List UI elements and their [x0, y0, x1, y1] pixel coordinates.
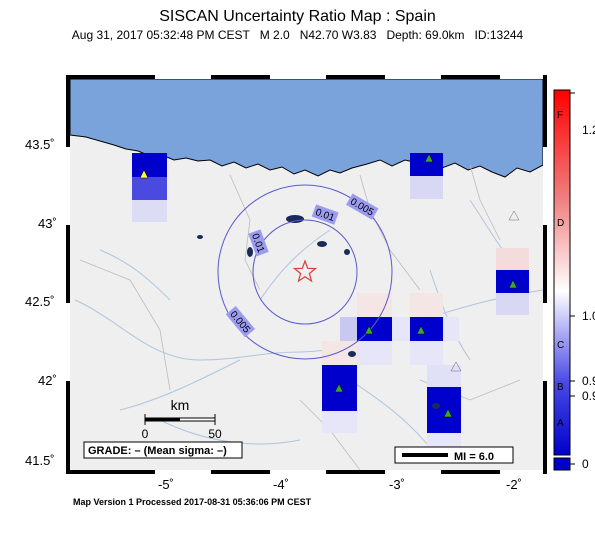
grid-cell [410, 153, 443, 176]
grade-box [83, 441, 243, 459]
event-depth: Depth: 69.0km [386, 28, 465, 42]
grid-cell [340, 317, 357, 341]
colorbar-letter: C [557, 340, 565, 351]
colorbar [553, 89, 571, 456]
station-marker [424, 153, 434, 163]
grid-cell [357, 341, 392, 365]
contours [217, 184, 393, 360]
grid-cell [322, 411, 357, 433]
scale-tick-50: 50 [208, 427, 222, 441]
rivers [74, 199, 543, 461]
mi-box [394, 446, 514, 464]
grid-cell [410, 176, 443, 199]
grid-cell [410, 293, 443, 317]
grid-cell [132, 153, 167, 177]
grade-text: GRADE: – (Mean sigma: –) [88, 445, 227, 457]
lon-label: -2˚ [506, 477, 522, 492]
grid-cell [496, 248, 529, 270]
event-location: N42.70 W3.83 [299, 28, 377, 42]
grid-cell [132, 177, 167, 200]
grid-cell [410, 341, 443, 365]
grid-cell [410, 317, 443, 341]
colorbar-label: 1.2 [582, 123, 595, 137]
epicenter-star [292, 259, 318, 283]
station-marker [450, 361, 462, 372]
station-marker [139, 169, 149, 179]
lat-label: 42.5˚ [25, 294, 55, 309]
event-id: ID:13244 [474, 28, 524, 42]
scale-unit: km [171, 397, 190, 413]
scale-tick-0: 0 [142, 427, 149, 441]
colorbar-label: 0 [582, 457, 589, 471]
colorbar-letter: B [557, 382, 564, 393]
lat-label: 42˚ [38, 373, 57, 388]
lon-label: -5˚ [158, 477, 174, 492]
station-marker [443, 408, 453, 418]
mi-text: MI = 6.0 [454, 451, 494, 463]
colorbar-label: 0.9 [582, 374, 595, 388]
lat-label: 41.5˚ [25, 453, 55, 468]
colorbar-letter: F [557, 110, 564, 121]
lon-label: -3˚ [389, 477, 405, 492]
station-marker [334, 383, 344, 393]
grid-cell [132, 200, 167, 222]
grid-cell [427, 365, 461, 387]
colorbar-min-swatch [553, 457, 571, 471]
scale-bar: km 0 50 [142, 397, 222, 441]
grid-cell [443, 317, 459, 341]
frame-ticks [66, 75, 547, 474]
lat-label: 43.5˚ [25, 137, 55, 152]
station-marker [508, 279, 518, 289]
contour-inner [252, 219, 358, 325]
lat-label: 43˚ [38, 216, 57, 231]
colorbar-letter: D [557, 218, 565, 229]
event-date: Aug 31, 2017 05:32:48 PM CEST [71, 28, 250, 42]
event-info: Aug 31, 2017 05:32:48 PM CEST M 2.0 N42.… [0, 28, 595, 42]
contour-outer [217, 184, 393, 360]
station-marker [364, 325, 374, 335]
grid-cell [427, 387, 461, 433]
grid-cell [392, 317, 410, 341]
station-marker [508, 210, 520, 221]
map-title: SISCAN Uncertainty Ratio Map : Spain [159, 8, 436, 25]
colorbar-label: 0.9 [582, 389, 595, 403]
stations [139, 153, 520, 418]
station-marker [416, 325, 426, 335]
processing-footer: Map Version 1 Processed 2017-08-31 05:36… [73, 497, 312, 507]
event-magnitude: M 2.0 [259, 28, 290, 42]
lon-label: -4˚ [273, 477, 289, 492]
grid-cell [496, 293, 529, 315]
grid-cell [357, 293, 392, 317]
colorbar-label: 1.0 [582, 309, 595, 323]
colorbar-letter: A [557, 418, 564, 429]
lakes [197, 215, 440, 409]
